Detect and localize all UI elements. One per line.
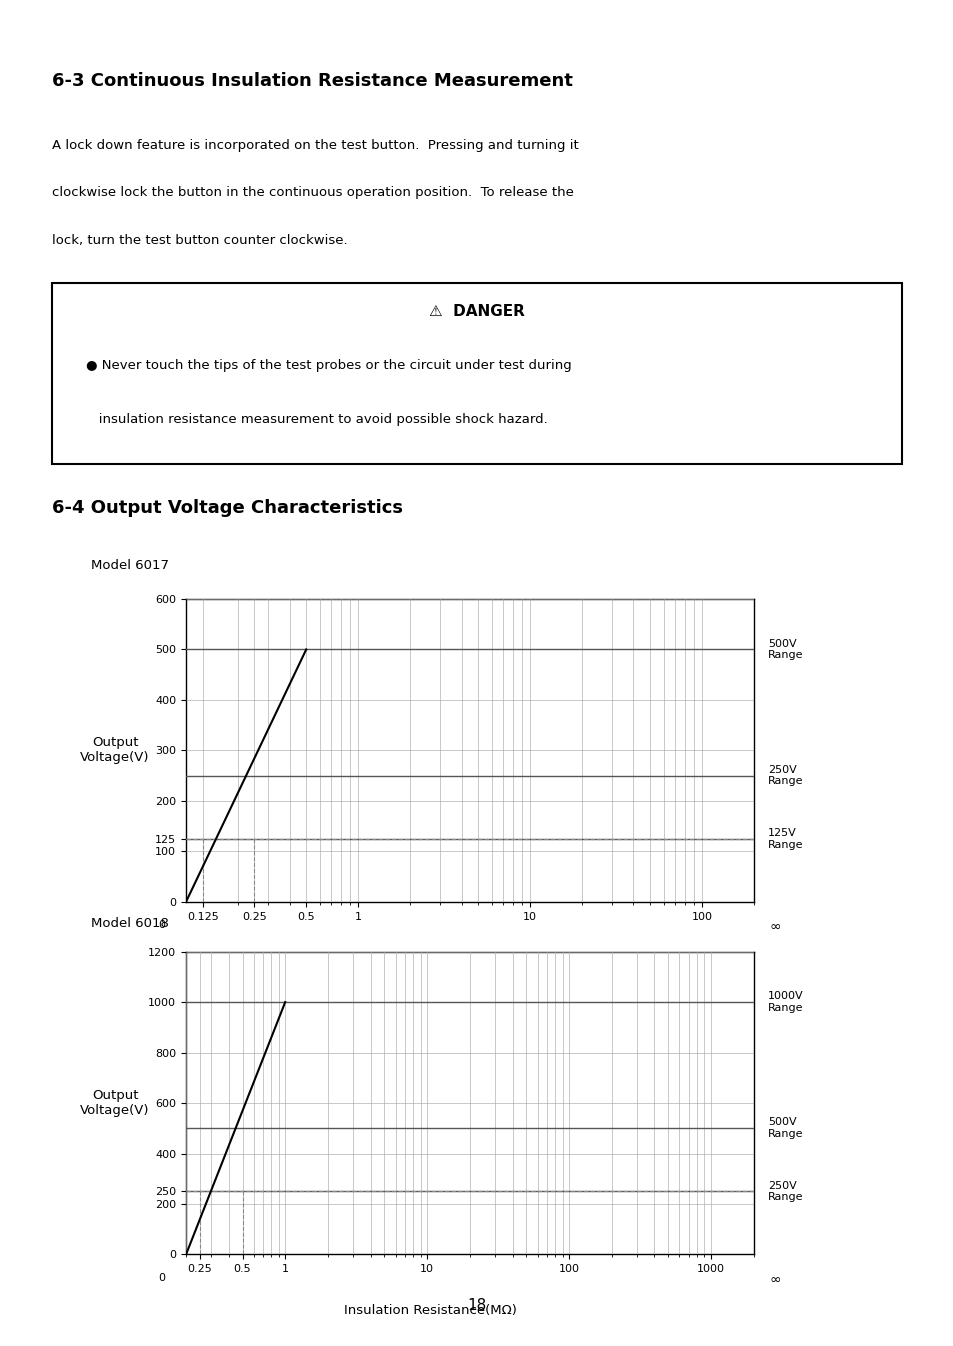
Text: 18: 18: [467, 1298, 486, 1314]
Text: 125V
Range: 125V Range: [767, 828, 802, 849]
Text: ∞: ∞: [769, 1273, 781, 1287]
Text: insulation resistance measurement to avoid possible shock hazard.: insulation resistance measurement to avo…: [87, 413, 548, 427]
Text: lock, turn the test button counter clockwise.: lock, turn the test button counter clock…: [52, 234, 348, 246]
Text: Output
Voltage(V): Output Voltage(V): [80, 1089, 150, 1117]
FancyBboxPatch shape: [52, 283, 901, 464]
Text: 0: 0: [158, 1273, 166, 1283]
Text: Insulation Resistance(MΩ): Insulation Resistance(MΩ): [343, 952, 516, 965]
Text: 6-4 Output Voltage Characteristics: 6-4 Output Voltage Characteristics: [52, 499, 403, 517]
Text: 6-3 Continuous Insulation Resistance Measurement: 6-3 Continuous Insulation Resistance Mea…: [52, 71, 573, 90]
Text: ● Never touch the tips of the test probes or the circuit under test during: ● Never touch the tips of the test probe…: [87, 359, 572, 371]
Text: ∞: ∞: [769, 921, 781, 934]
Text: 0: 0: [158, 921, 166, 930]
Text: 1000V
Range: 1000V Range: [767, 992, 802, 1014]
Text: ⚠  DANGER: ⚠ DANGER: [429, 304, 524, 319]
Text: 500V
Range: 500V Range: [767, 1117, 802, 1139]
Text: 250V
Range: 250V Range: [767, 1180, 802, 1202]
Text: Model 6017: Model 6017: [91, 559, 169, 572]
Text: Insulation Resistance(MΩ): Insulation Resistance(MΩ): [343, 1304, 516, 1318]
Text: Output
Voltage(V): Output Voltage(V): [80, 736, 150, 765]
Text: A lock down feature is incorporated on the test button.  Pressing and turning it: A lock down feature is incorporated on t…: [52, 139, 578, 152]
Text: 250V
Range: 250V Range: [767, 765, 802, 786]
Text: clockwise lock the button in the continuous operation position.  To release the: clockwise lock the button in the continu…: [52, 186, 574, 199]
Text: Model 6018: Model 6018: [91, 917, 169, 930]
Text: 500V
Range: 500V Range: [767, 639, 802, 661]
